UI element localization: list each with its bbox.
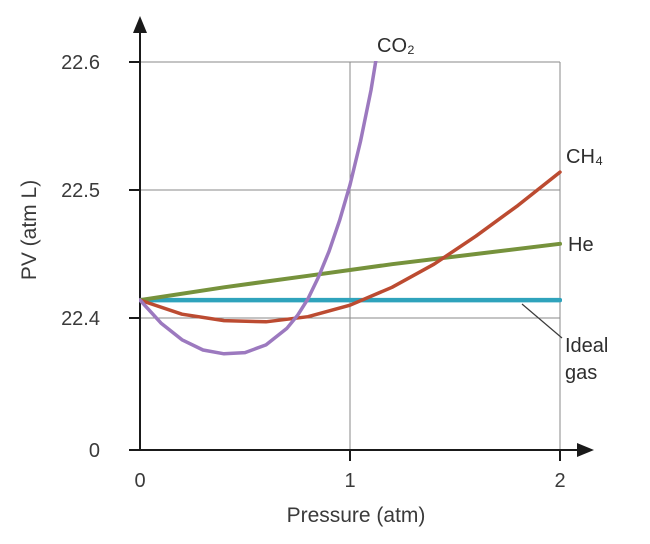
y-axis-arrowhead bbox=[133, 16, 147, 33]
series-line-ch4 bbox=[139, 170, 562, 324]
y-tick-label-0: 0 bbox=[89, 440, 100, 462]
curve-label-ideal-line1: Ideal bbox=[565, 335, 608, 357]
x-tick-label-1: 1 bbox=[344, 470, 355, 492]
curve-label-he: He bbox=[568, 234, 594, 256]
x-tick-label-2: 2 bbox=[554, 470, 565, 492]
y-tick-label-22-6: 22.6 bbox=[61, 52, 100, 74]
gridlines bbox=[140, 61, 561, 450]
series-line-co2 bbox=[139, 61, 378, 356]
curve-label-co2: CO₂ bbox=[377, 35, 415, 57]
series-line-he bbox=[139, 241, 562, 303]
y-axis-title: PV (atm L) bbox=[18, 180, 41, 280]
curve-label-ideal-line2: gas bbox=[565, 362, 597, 384]
y-tick-label-22-4: 22.4 bbox=[61, 308, 100, 330]
x-axis-title: Pressure (atm) bbox=[287, 504, 426, 527]
axes bbox=[129, 30, 580, 461]
x-axis-arrowhead bbox=[577, 443, 594, 457]
ideal-gas-leader-line bbox=[521, 303, 563, 339]
y-tick-label-22-5: 22.5 bbox=[61, 180, 100, 202]
curve-label-ch4: CH₄ bbox=[566, 146, 603, 168]
series-layer bbox=[139, 61, 562, 356]
x-tick-label-0: 0 bbox=[134, 470, 145, 492]
